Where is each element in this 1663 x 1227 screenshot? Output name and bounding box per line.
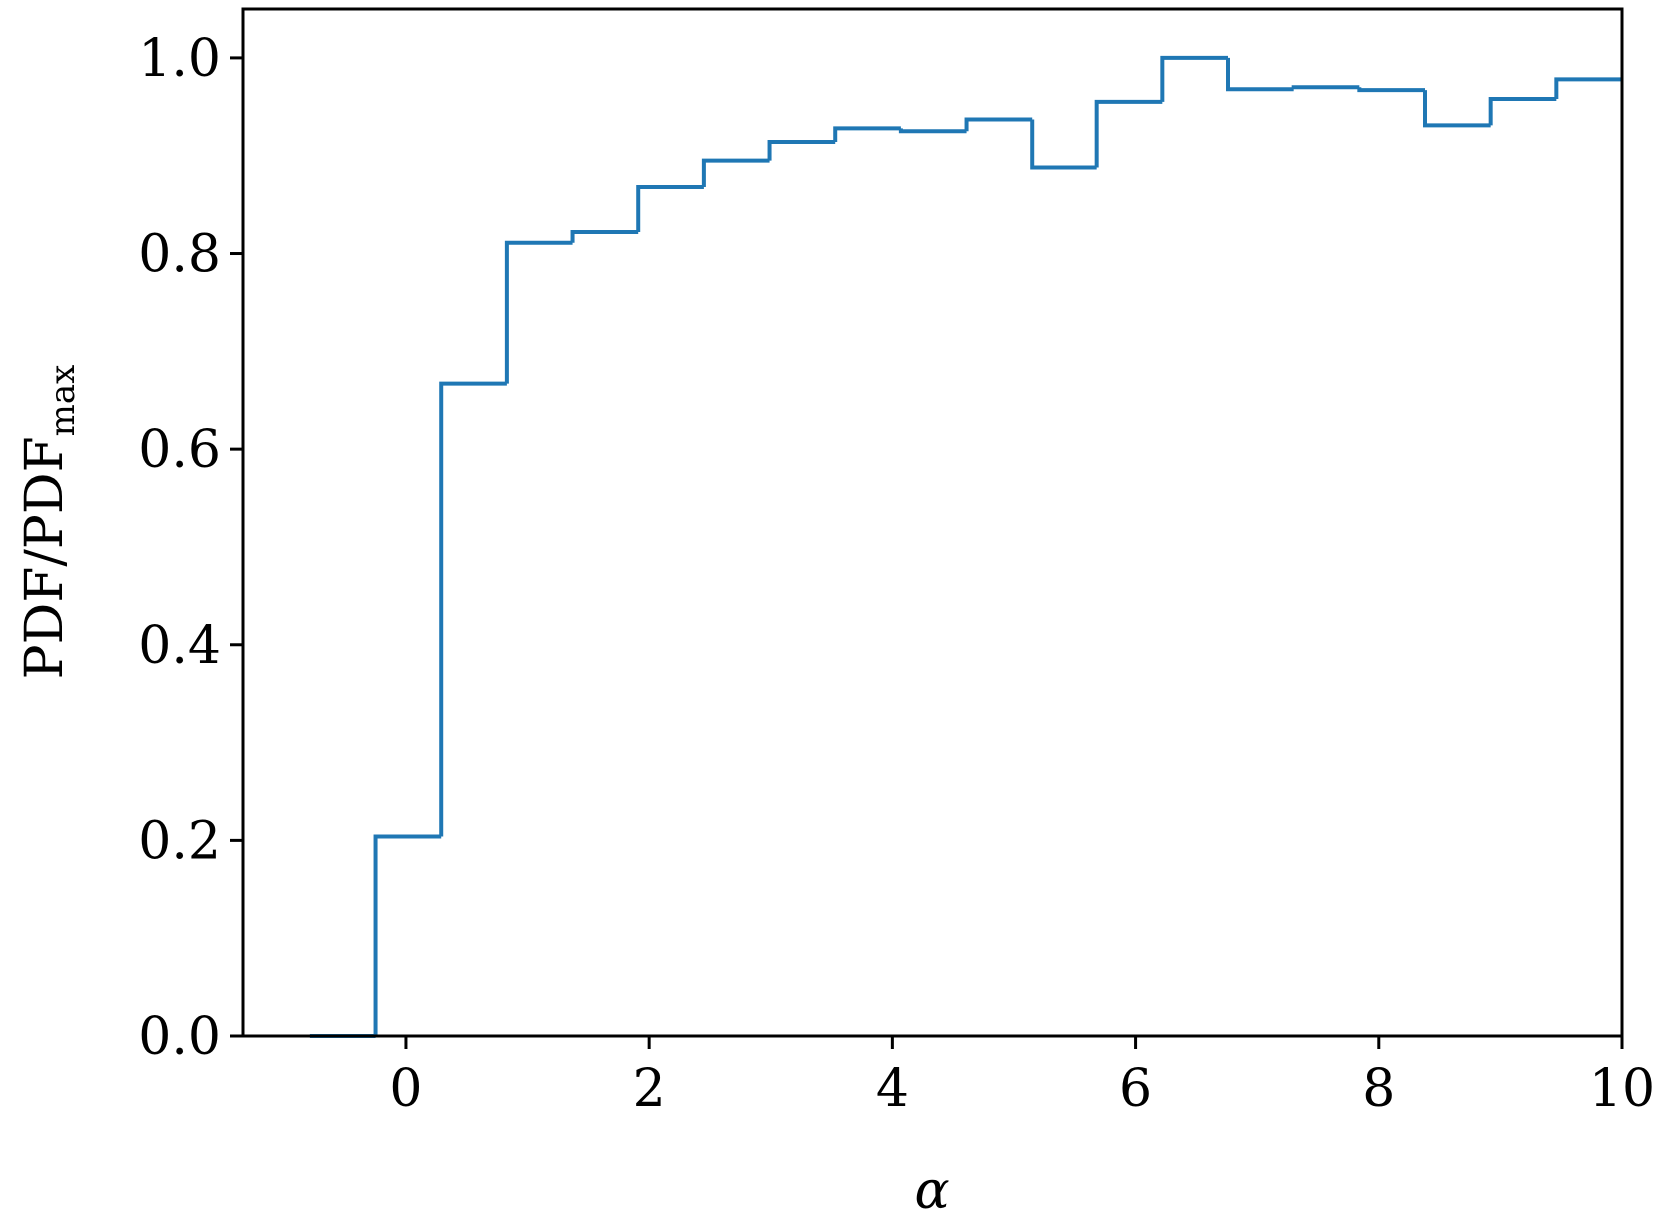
histogram-step xyxy=(833,126,901,143)
y-axis-label-main: PDF/PDF xyxy=(15,436,75,679)
plot-frame xyxy=(241,7,1624,1038)
x-tick-label: 6 xyxy=(1119,1059,1152,1119)
y-tick-label: 0.6 xyxy=(138,420,221,480)
histogram-step xyxy=(570,230,639,243)
histogram-step xyxy=(636,185,704,233)
histogram-step xyxy=(1554,77,1622,99)
x-axis-label: α xyxy=(914,1161,949,1221)
histogram-step xyxy=(767,140,836,161)
histogram-step xyxy=(439,381,507,837)
x-tick-label: 2 xyxy=(633,1059,666,1119)
y-tick-label: 0.0 xyxy=(138,1007,221,1067)
x-tick-label: 8 xyxy=(1362,1059,1395,1119)
histogram-step xyxy=(1226,57,1294,92)
y-tick-label: 1.0 xyxy=(138,29,221,89)
histogram-step xyxy=(1423,90,1491,128)
histogram-step xyxy=(373,834,442,1036)
histogram-step xyxy=(504,240,573,384)
y-axis-label: PDF/PDFmax xyxy=(15,365,83,680)
x-tick-label: 0 xyxy=(389,1059,422,1119)
histogram-step xyxy=(1488,96,1557,126)
histogram-step xyxy=(1357,87,1425,93)
histogram-step xyxy=(1160,55,1228,102)
y-tick-label: 0.8 xyxy=(138,225,221,285)
histogram-step xyxy=(898,128,967,134)
x-tick-label: 4 xyxy=(876,1059,909,1119)
histogram-step xyxy=(1030,119,1097,170)
x-tick-label: 10 xyxy=(1589,1059,1655,1119)
y-tick-label: 0.4 xyxy=(138,616,221,676)
histogram-step xyxy=(1094,99,1163,168)
y-tick-label: 0.2 xyxy=(138,811,221,871)
histogram-step xyxy=(1291,85,1360,90)
histogram-step xyxy=(964,117,1033,132)
histogram-step xyxy=(701,158,770,188)
y-axis-label-sub: max xyxy=(43,365,83,437)
